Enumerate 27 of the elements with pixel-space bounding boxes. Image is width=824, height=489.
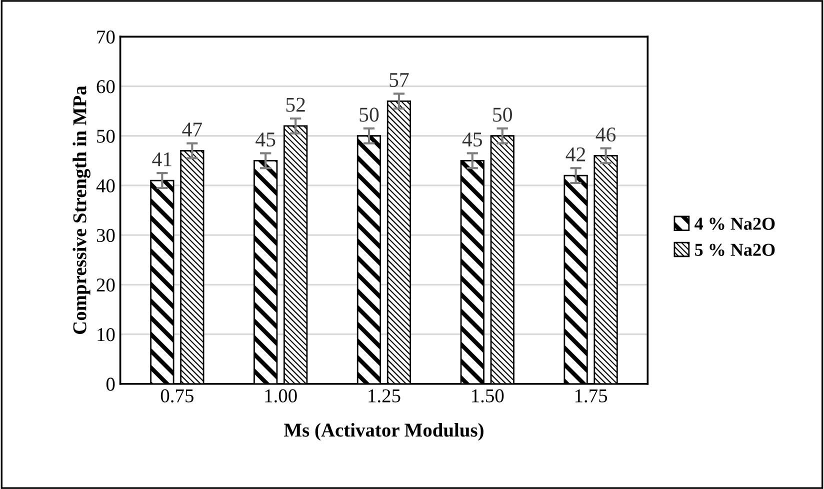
y-tick-label: 30 [96, 228, 115, 242]
y-tick-label: 40 [96, 179, 115, 192]
data-label: 41 [152, 152, 172, 166]
x-tick-label: 1.25 [368, 389, 400, 402]
data-label: 50 [360, 108, 379, 122]
data-label: 45 [256, 132, 276, 147]
x-tick-label: 0.75 [160, 389, 194, 402]
data-label: 47 [182, 122, 202, 136]
x-tick-label: 1.00 [265, 389, 297, 402]
y-tick-label: 70 [97, 30, 115, 44]
y-axis-title: Compressive Strength in MPa [72, 86, 90, 334]
y-tick-label: 50 [97, 130, 115, 143]
y-tick-label: 60 [96, 80, 115, 94]
y-tick-label: 10 [98, 328, 115, 342]
legend-label: 4 % Na2O [694, 218, 775, 230]
data-label: 42 [566, 147, 586, 162]
x-tick-label: 1.75 [575, 389, 608, 402]
data-label: 46 [596, 128, 616, 142]
data-label: 45 [462, 132, 482, 147]
x-tick-label: 1.50 [472, 389, 504, 402]
data-label: 50 [493, 108, 512, 122]
y-tick-label: 20 [96, 278, 115, 292]
y-tick-label: 0 [106, 378, 115, 391]
data-label: 57 [390, 73, 409, 87]
legend-label: 5 % Na2O [695, 244, 775, 256]
data-label: 52 [286, 98, 305, 112]
x-axis-title: Ms (Activator Modulus) [284, 423, 484, 441]
